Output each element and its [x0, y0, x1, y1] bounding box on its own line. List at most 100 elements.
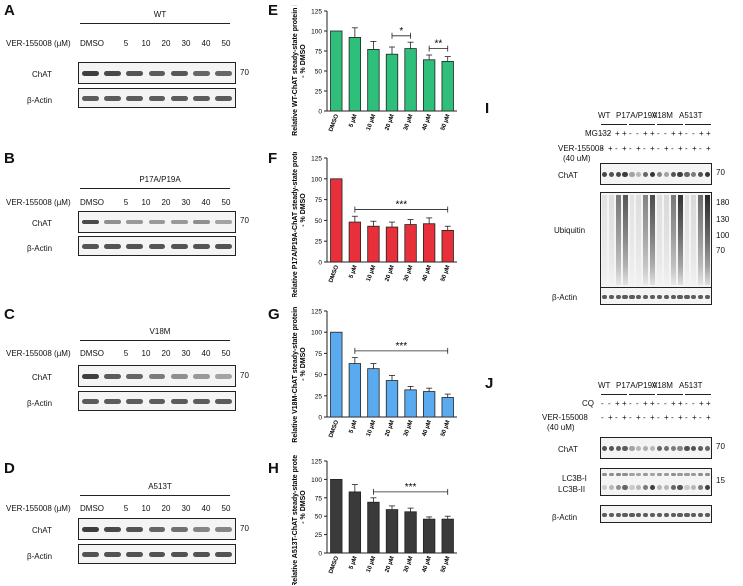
y-axis-label: Relative WT-ChAT steady-state protein le…	[292, 5, 307, 136]
blot-band	[677, 513, 683, 517]
sig-label: ***	[405, 482, 417, 493]
blot-band	[643, 513, 649, 517]
treatment-sign: -	[608, 129, 611, 138]
condition-label: 10	[141, 504, 151, 513]
blot-band	[170, 399, 188, 404]
y-axis-label: Relative A513T-ChAT steady-state protein…	[292, 455, 307, 585]
blot-band	[215, 244, 233, 249]
blot-band	[81, 527, 99, 532]
y-tick-label: 0	[318, 109, 322, 116]
treatment-label: VER-155008 (µM)	[6, 39, 71, 48]
condition-label: 20	[161, 39, 171, 48]
blot-band	[215, 220, 233, 224]
blot-band	[170, 552, 188, 557]
blot-band	[148, 552, 166, 557]
blot-band	[698, 485, 704, 490]
blot-band	[636, 446, 642, 451]
condition-label: 50	[221, 349, 231, 358]
y-tick-label: 125	[311, 459, 322, 466]
x-tick-label: 10 µM	[366, 420, 377, 438]
treatment-sign: +	[706, 129, 711, 138]
blot-band	[126, 552, 144, 557]
x-tick-label: 30 µM	[403, 114, 414, 132]
genotype-label: WT	[598, 381, 611, 390]
treatment-sign: +	[664, 413, 669, 422]
treatment-sign: -	[629, 399, 632, 408]
bar	[348, 491, 362, 554]
blot-band	[691, 473, 697, 476]
blot-band	[677, 473, 683, 476]
treatment-sign: -	[685, 413, 688, 422]
blot-band	[601, 513, 608, 517]
chat-row-label: ChAT	[32, 70, 52, 79]
blot-band	[698, 513, 704, 517]
y-tick-label: 25	[315, 532, 323, 539]
blot-band	[704, 295, 711, 299]
blot-band	[601, 473, 608, 476]
mw-marker: 70	[716, 442, 725, 451]
genotype-line	[657, 124, 683, 125]
blot-band	[615, 473, 621, 476]
ubiquitin-smear	[622, 195, 628, 285]
ubiquitin-row-label: Ubiquitin	[554, 226, 586, 235]
condition-label: 10	[141, 39, 151, 48]
chat-blot	[78, 211, 236, 233]
blot-band	[704, 172, 711, 177]
actin-blot	[600, 505, 712, 523]
genotype-label: V18M	[652, 111, 673, 120]
treatment-sign: -	[657, 144, 660, 153]
chat-blot	[600, 437, 712, 459]
condition-label: 50	[221, 198, 231, 207]
x-tick-label: 40 µM	[422, 265, 433, 283]
blot-band	[691, 295, 697, 299]
blot-band	[656, 295, 663, 299]
bar	[348, 37, 362, 112]
blot-band	[622, 172, 628, 177]
treatment-sign: -	[664, 129, 667, 138]
condition-label: 10	[141, 198, 151, 207]
blot-band	[636, 513, 642, 517]
actin-blot	[78, 236, 236, 256]
blot-band	[608, 485, 614, 490]
bar	[348, 363, 362, 418]
bar	[422, 391, 436, 418]
genotype-line	[629, 124, 655, 125]
bar	[348, 221, 362, 263]
y-tick-label: 25	[315, 393, 323, 400]
blot-band	[193, 374, 211, 379]
treatment-sign: +	[650, 144, 655, 153]
bar	[385, 53, 399, 112]
blot-band	[608, 446, 614, 451]
blot-band	[148, 527, 166, 532]
sig-label: ***	[395, 341, 407, 352]
blot-band	[629, 485, 635, 490]
condition-label: 20	[161, 504, 171, 513]
treatment-sign: +	[678, 129, 683, 138]
blot-band	[677, 295, 683, 299]
blot-band	[81, 96, 99, 101]
panel-letter: A	[4, 2, 15, 19]
blot-band	[81, 244, 99, 249]
blot-band	[691, 513, 697, 517]
x-tick-label: 50 µM	[440, 556, 451, 574]
treatment-sign: +	[643, 399, 648, 408]
y-tick-label: 50	[315, 372, 323, 379]
blot-band	[704, 485, 711, 490]
blot-band	[684, 172, 690, 177]
condition-label: 5	[123, 504, 129, 513]
blot-band	[103, 71, 121, 76]
actin-row-label: β-Actin	[27, 96, 53, 105]
blot-band	[215, 399, 233, 404]
blot-band	[193, 96, 211, 101]
treatment-sign: -	[601, 129, 604, 138]
blot-band	[615, 513, 621, 517]
y-tick-label: 0	[318, 551, 322, 558]
actin-blot	[78, 544, 236, 564]
x-tick-label: DMSO	[328, 113, 340, 132]
treatment-sign: +	[678, 399, 683, 408]
x-tick-label: 20 µM	[384, 556, 395, 574]
y-tick-label: 100	[311, 330, 322, 337]
treatment-sign: +	[622, 413, 627, 422]
treatment-sublabel: (40 uM)	[563, 154, 591, 163]
blot-band	[615, 295, 621, 299]
